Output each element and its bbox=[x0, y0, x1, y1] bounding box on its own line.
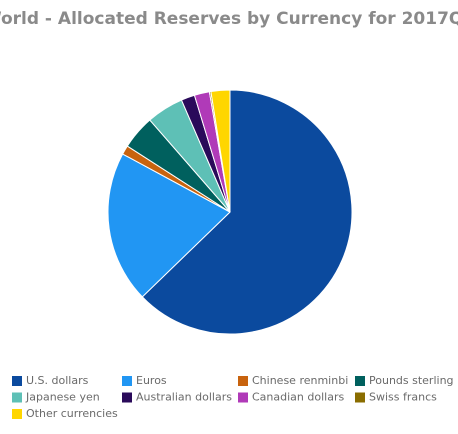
legend-label: U.S. dollars bbox=[26, 374, 89, 387]
pie-slice bbox=[210, 89, 231, 213]
legend-label: Japanese yen bbox=[25, 391, 100, 404]
legend-label: Euros bbox=[136, 374, 167, 387]
legend-label: Australian dollars bbox=[136, 391, 232, 404]
legend-swatch bbox=[355, 392, 365, 403]
legend-swatch bbox=[12, 392, 22, 403]
legend-label: Pounds sterling bbox=[369, 374, 454, 387]
chart-title: World - Allocated Reserves by Currency f… bbox=[0, 9, 458, 29]
legend-swatch bbox=[238, 392, 248, 403]
legend-label: Canadian dollars bbox=[252, 391, 344, 404]
legend-label: Chinese renminbi bbox=[252, 374, 348, 387]
legend-label: Swiss francs bbox=[369, 391, 437, 404]
pie-slice bbox=[141, 89, 353, 335]
legend-swatch bbox=[122, 392, 132, 403]
legend-swatch bbox=[122, 376, 132, 386]
pie-slice bbox=[107, 153, 231, 298]
legend-label: Other currencies bbox=[26, 407, 118, 420]
legend-swatch bbox=[12, 376, 22, 386]
legend-swatch bbox=[238, 376, 248, 386]
legend-swatch bbox=[12, 409, 22, 419]
legend-swatch bbox=[355, 376, 365, 386]
